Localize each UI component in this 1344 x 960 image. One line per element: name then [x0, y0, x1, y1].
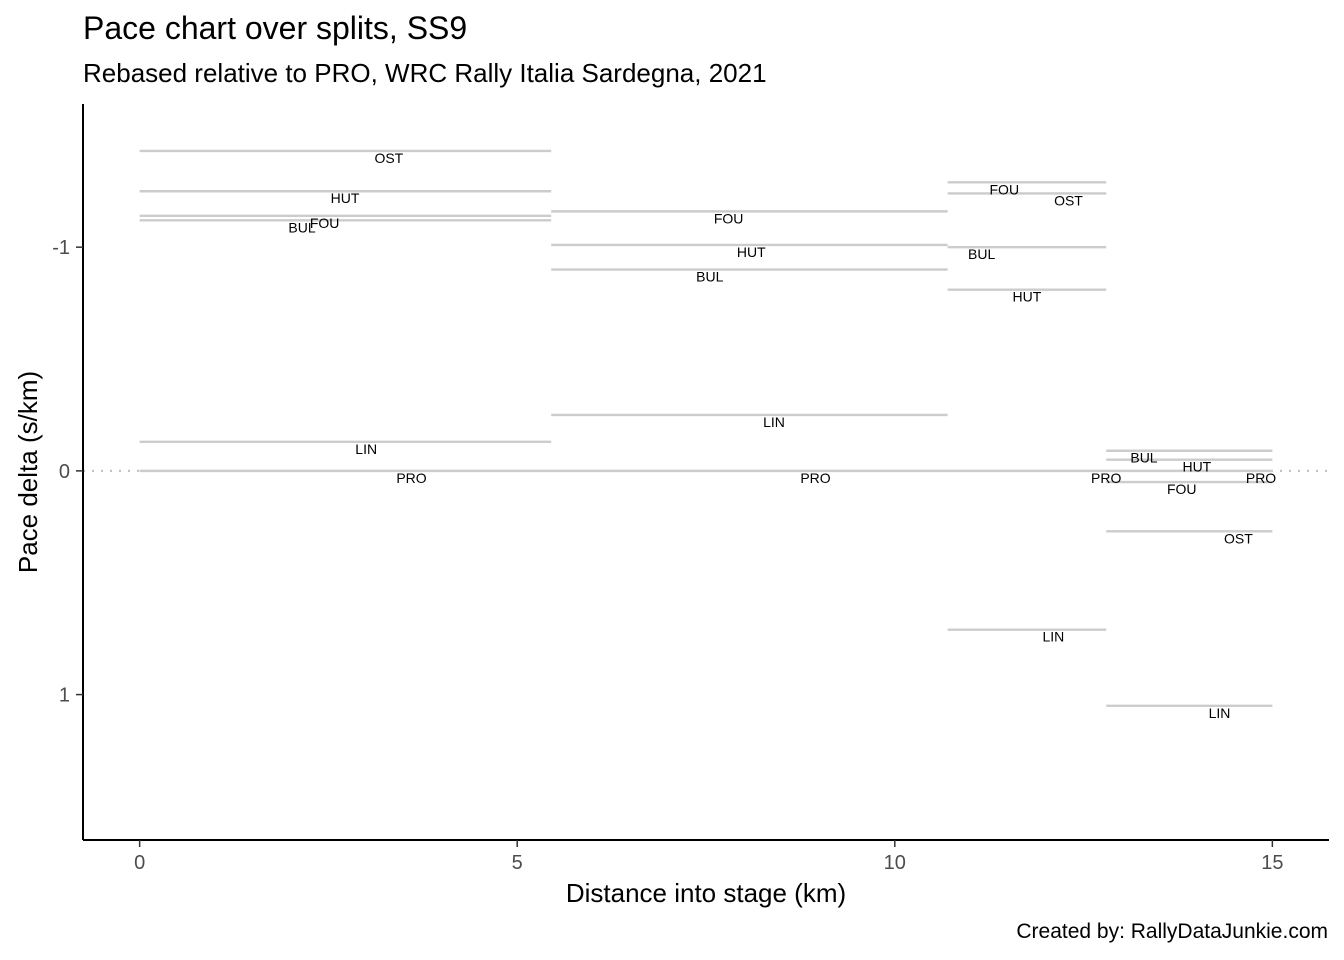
x-tick-label: 15: [1261, 852, 1283, 874]
chart-subtitle: Rebased relative to PRO, WRC Rally Itali…: [83, 58, 767, 88]
segment-label-pro-16: PRO: [1091, 470, 1121, 486]
segment-label-bul-8: BUL: [696, 269, 723, 285]
y-tick-label: 0: [59, 461, 70, 483]
ticks-layer: 0 5 10 15 -1 0 1: [52, 237, 1283, 874]
segment-label-hut-7: HUT: [737, 244, 766, 260]
segment-label-lin-4: LIN: [355, 441, 377, 457]
segment-label-hut-1: HUT: [331, 190, 360, 206]
chart-caption: Created by: RallyDataJunkie.com: [1016, 920, 1328, 943]
x-tick-label: 5: [512, 852, 523, 874]
y-tick-label: 1: [59, 685, 70, 707]
segment-label-bul-17: BUL: [1130, 450, 1157, 466]
segment-label-fou-20: FOU: [1167, 481, 1197, 497]
segment-label-ost-0: OST: [374, 150, 403, 166]
segment-label-lin-22: LIN: [1209, 705, 1231, 721]
x-tick-label: 10: [884, 852, 906, 874]
segment-label-bul-13: BUL: [968, 246, 995, 262]
segment-label-fou-11: FOU: [990, 181, 1020, 197]
chart-title: Pace chart over splits, SS9: [83, 10, 468, 46]
segment-label-lin-9: LIN: [763, 414, 785, 430]
segment-label-hut-14: HUT: [1013, 289, 1042, 305]
segment-label-fou-6: FOU: [714, 210, 744, 226]
segment-label-bul-3: BUL: [288, 219, 315, 235]
segment-label-lin-15: LIN: [1042, 629, 1064, 645]
x-axis-label: Distance into stage (km): [566, 878, 846, 908]
segments-layer: [139, 149, 1273, 707]
segment-label-hut-18: HUT: [1182, 459, 1211, 475]
segment-label-pro-5: PRO: [396, 470, 426, 486]
segment-label-ost-21: OST: [1224, 530, 1253, 546]
y-tick-label: -1: [52, 237, 70, 259]
segment-label-pro-19: PRO: [1246, 470, 1276, 486]
segment-label-pro-10: PRO: [800, 470, 830, 486]
y-axis-label: Pace delta (s/km): [13, 371, 43, 573]
axes-layer: [82, 104, 1329, 841]
segment-label-fou-2: FOU: [310, 215, 340, 231]
segment-labels-layer: OSTHUTFOUBULLINPROFOUHUTBULLINPROFOUOSTB…: [288, 150, 1276, 721]
x-tick-label: 0: [134, 852, 145, 874]
segment-label-ost-12: OST: [1054, 192, 1083, 208]
